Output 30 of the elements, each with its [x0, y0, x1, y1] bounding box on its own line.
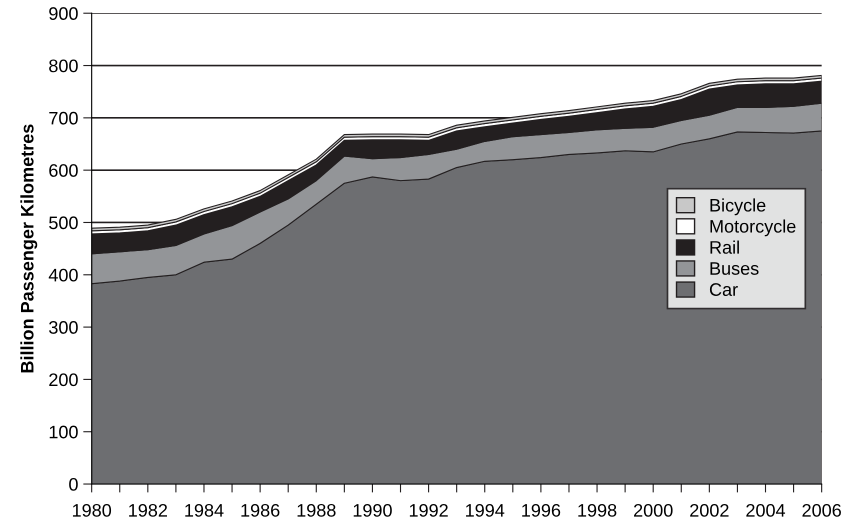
x-tick-label: 2002: [690, 504, 729, 517]
x-tick-label: 2006: [802, 504, 841, 517]
legend-label: Buses: [710, 262, 759, 275]
x-tick-label: 2004: [746, 504, 786, 517]
y-tick-label: 700: [49, 112, 78, 125]
x-tick-label: 1992: [410, 504, 448, 517]
y-axis-title: Billion Passenger Kilometres: [20, 124, 38, 372]
y-tick-label: 300: [49, 321, 78, 334]
x-tick-label: 1984: [185, 504, 224, 517]
y-tick-label: 100: [50, 426, 78, 438]
x-tick-label: 1982: [129, 504, 167, 517]
x-tick-label: 1990: [354, 504, 392, 517]
x-tick-label: 1998: [578, 504, 616, 517]
y-tick-label: 800: [49, 59, 78, 72]
y-tick-label: 900: [49, 7, 78, 20]
y-tick-label: 600: [49, 164, 78, 177]
y-tick-label: 500: [49, 216, 78, 230]
legend-label: Motorcycle: [710, 219, 796, 236]
x-tick-label: 1980: [72, 504, 112, 517]
y-tick-label: 400: [48, 268, 78, 282]
y-tick-label: 0: [69, 478, 78, 491]
legend-label: Car: [710, 283, 738, 296]
y-tick-label: 200: [49, 373, 78, 386]
x-tick-label: 1996: [522, 504, 560, 517]
legend-label: Rail: [710, 240, 739, 254]
x-tick-label: 1986: [241, 504, 280, 517]
x-tick-label: 1988: [298, 504, 336, 517]
x-tick-label: 2000: [634, 504, 673, 517]
legend-label: Bicycle: [710, 198, 766, 216]
x-tick-label: 1994: [466, 504, 504, 517]
